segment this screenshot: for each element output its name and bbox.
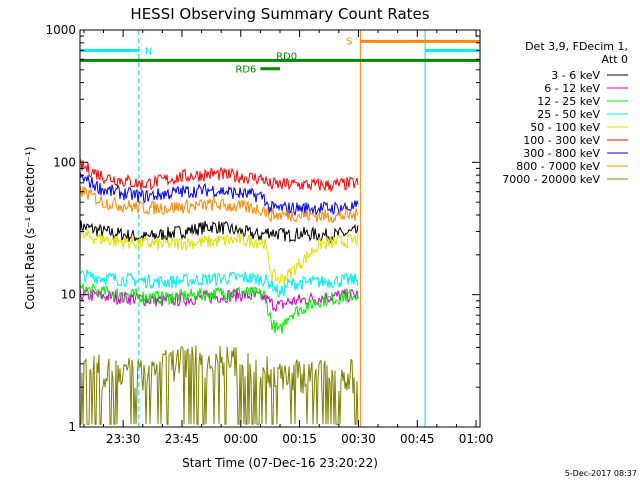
legend-label-7: 800 - 7000 keV	[516, 160, 600, 173]
x-axis-label: Start Time (07-Dec-16 23:20:22)	[182, 456, 378, 470]
legend-label-2: 12 - 25 keV	[537, 95, 600, 108]
annotation-label-2: S	[346, 36, 352, 47]
legend-header-line2: Att 0	[602, 53, 628, 66]
legend-label-5: 100 - 300 keV	[523, 134, 600, 147]
x-tick-label-6: 01:00	[459, 432, 494, 446]
y-tick-label-3: 1000	[45, 23, 76, 37]
x-tick-label-2: 00:00	[223, 432, 258, 446]
legend-label-1: 6 - 12 keV	[544, 82, 600, 95]
series-line-2	[79, 282, 359, 335]
x-axis: 23:30 23:45 00:00 00:15 00:30 00:45 01:00	[83, 30, 494, 446]
legend-label-8: 7000 - 20000 keV	[502, 173, 600, 186]
x-tick-label-5: 00:45	[400, 432, 435, 446]
series-line-1	[79, 287, 359, 312]
series-line-4	[79, 229, 359, 285]
plot-area: N S RD0 RD6	[79, 30, 481, 427]
legend-header-line1: Det 3,9, FDecim 1,	[525, 40, 628, 53]
chart-title: HESSI Observing Summary Count Rates	[130, 5, 429, 23]
date-stamp: 5-Dec-2017 08:37	[565, 469, 637, 478]
legend-label-4: 50 - 100 keV	[530, 121, 600, 134]
legend-label-3: 25 - 50 keV	[537, 108, 600, 121]
y-tick-label-1: 10	[61, 288, 76, 302]
y-tick-label-2: 100	[53, 155, 76, 169]
series-line-7	[79, 183, 359, 224]
annotation-label-3: RD0	[276, 51, 297, 62]
legend-label-6: 300 - 800 keV	[523, 147, 600, 160]
annotation-label-0: N	[145, 46, 152, 57]
x-tick-label-0: 23:30	[106, 432, 141, 446]
y-axis: 1 10 100 1000	[45, 23, 480, 434]
series-line-0	[79, 220, 359, 243]
series-line-5	[79, 158, 359, 193]
y-tick-label-0: 1	[68, 420, 76, 434]
series-line-6	[79, 171, 359, 217]
x-tick-label-4: 00:30	[341, 432, 376, 446]
y-axis-label: Count Rate (s⁻¹ detector⁻¹)	[23, 146, 37, 309]
x-tick-label-3: 00:15	[282, 432, 317, 446]
annotation-label-4: RD6	[235, 65, 256, 76]
x-tick-label-1: 23:45	[165, 432, 200, 446]
legend-label-0: 3 - 6 keV	[551, 69, 600, 82]
series-line-3	[79, 269, 359, 298]
series-line-8	[80, 345, 359, 425]
